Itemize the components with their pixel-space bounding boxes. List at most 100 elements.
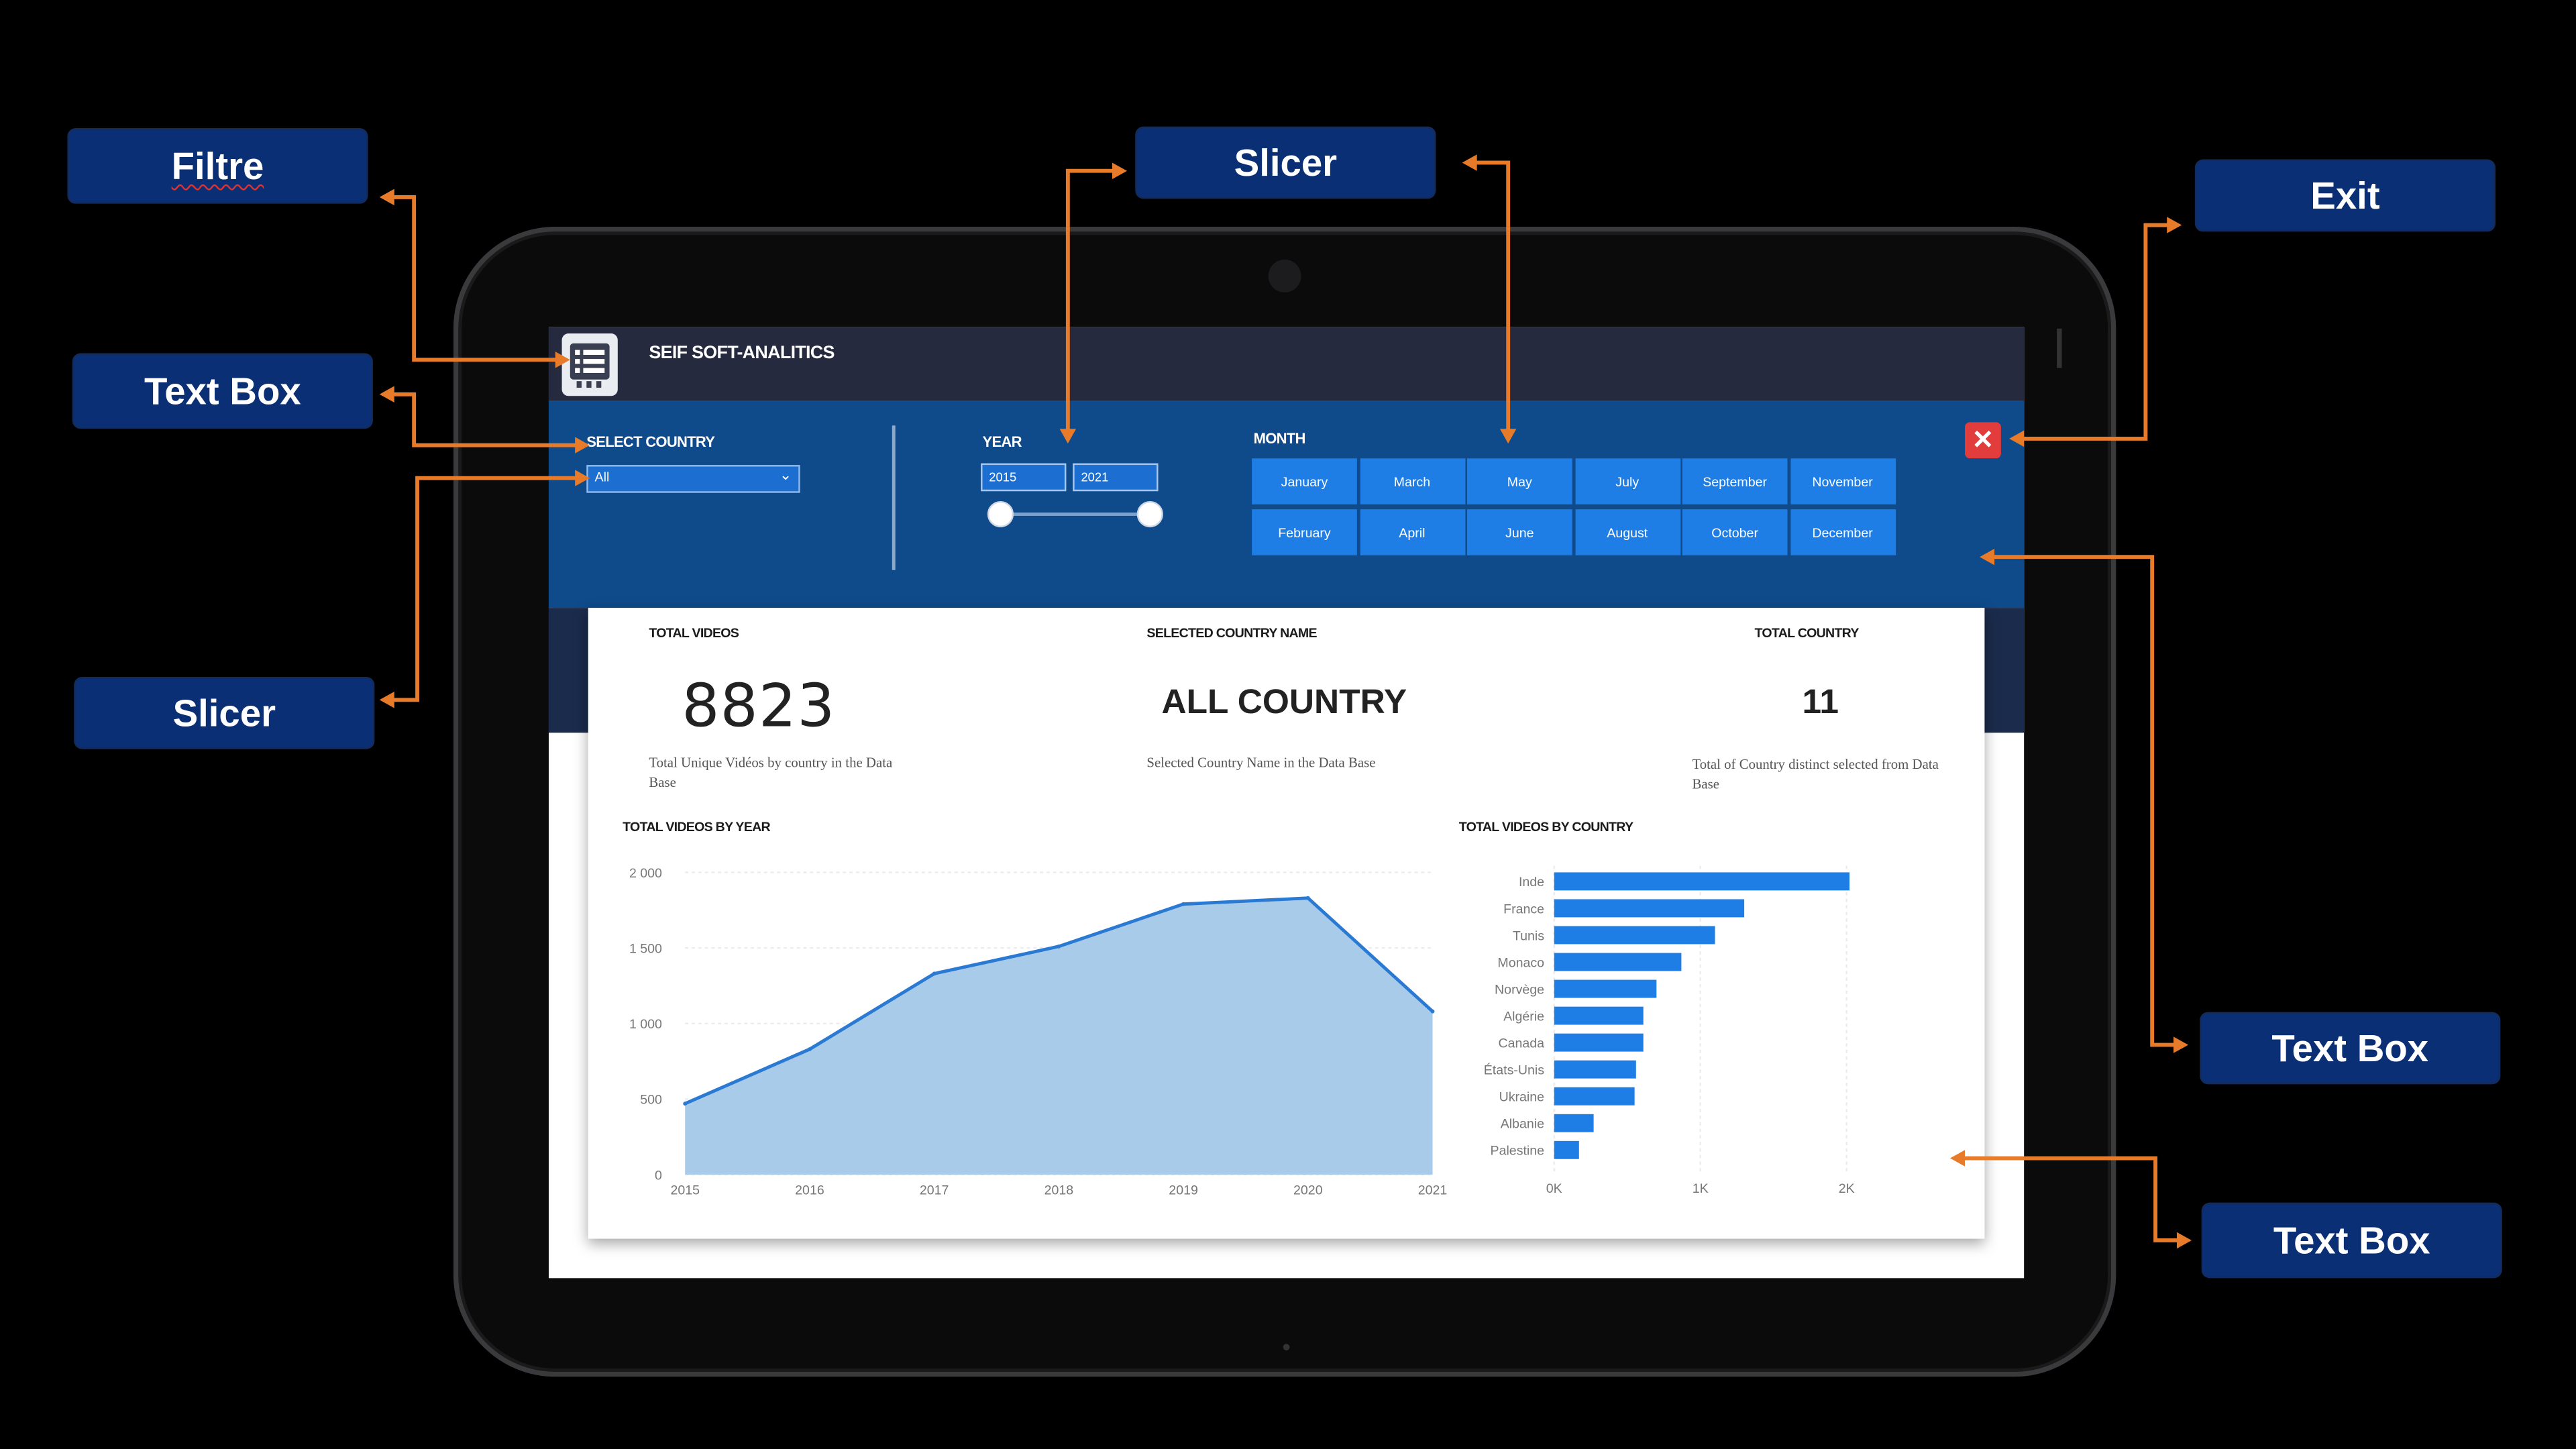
y-tick-label: 500	[640, 1093, 662, 1108]
list-icon[interactable]	[561, 333, 618, 396]
x-tick-label: 2016	[795, 1183, 824, 1197]
annotation-filtre: Filtre	[68, 129, 367, 203]
home-dot	[1283, 1344, 1290, 1351]
category-label: Inde	[1519, 875, 1544, 890]
category-label: Algérie	[1503, 1009, 1544, 1024]
arrowhead-icon-15	[1949, 1150, 1966, 1167]
month-button-july[interactable]: July	[1574, 458, 1680, 504]
y-tick-label: 1 000	[629, 1017, 662, 1032]
selected-country-description: Selected Country Name in the Data Base	[1146, 754, 1376, 771]
arrowhead-icon-7	[1059, 429, 1077, 444]
category-label: France	[1503, 902, 1544, 916]
selected-country-title: SELECTED COUNTRY NAME	[1146, 626, 1317, 641]
data-point-2016	[808, 1047, 812, 1051]
arrow-line-2	[389, 476, 580, 702]
month-button-february[interactable]: February	[1252, 509, 1357, 555]
month-label: MONTH	[1253, 430, 1306, 447]
year-from-input[interactable]: 2015	[981, 463, 1067, 492]
data-point-2017	[932, 971, 936, 976]
month-button-august[interactable]: August	[1574, 509, 1680, 555]
y-tick-label: 1 500	[629, 941, 662, 956]
bar-5	[1554, 1006, 1644, 1025]
app-title: SEIF SOFT-ANALITICS	[649, 343, 835, 364]
annotation-text-box-right-2: Text Box	[2203, 1204, 2501, 1277]
bar-3	[1554, 953, 1682, 971]
arrow-line-0	[389, 195, 561, 362]
data-point-2015	[683, 1102, 688, 1106]
filter-divider	[892, 425, 896, 570]
x-tick-label: 2021	[1418, 1183, 1448, 1197]
category-label: Tunis	[1513, 928, 1544, 943]
arrowhead-icon-10	[2167, 217, 2182, 233]
annotation-text-box-right-1: Text Box	[2201, 1014, 2499, 1083]
total-videos-title: TOTAL VIDEOS	[649, 626, 739, 641]
annotation-text-box-left: Text Box	[74, 354, 372, 427]
exit-button[interactable]: ✕	[1965, 422, 2001, 459]
x-tick-label: 2017	[920, 1183, 949, 1197]
arrowhead-icon-6	[1112, 162, 1128, 179]
data-point-2021	[1430, 1009, 1435, 1014]
bar-10	[1554, 1140, 1579, 1159]
arrowhead-icon-5	[575, 470, 590, 486]
month-button-january[interactable]: January	[1252, 458, 1357, 504]
month-button-april[interactable]: April	[1359, 509, 1465, 555]
month-button-march[interactable]: March	[1359, 458, 1465, 504]
year-to-input[interactable]: 2021	[1073, 463, 1159, 492]
month-button-november[interactable]: November	[1790, 458, 1895, 504]
month-button-may[interactable]: May	[1466, 458, 1572, 504]
arrowhead-icon-11	[2009, 430, 2025, 447]
bar-4	[1554, 979, 1657, 998]
bar-0	[1554, 872, 1850, 891]
arrowhead-icon-9	[1499, 429, 1517, 444]
month-button-december[interactable]: December	[1790, 509, 1895, 555]
x-tick-label: 2015	[670, 1183, 700, 1197]
annotation-slicer-top: Slicer	[1136, 128, 1434, 197]
close-icon: ✕	[1972, 427, 1994, 455]
filter-panel	[548, 400, 2025, 608]
x-tick-label: 2020	[1293, 1183, 1323, 1197]
content-card: TOTAL VIDEOS 8823 Total Unique Vidéos by…	[588, 608, 1985, 1239]
arrow-line-6	[1989, 555, 2179, 1047]
side-button	[2057, 328, 2062, 368]
dashboard-screen: SEIF SOFT-ANALITICS SELECT COUNTRY All ⌄…	[548, 327, 2025, 1279]
arrow-line-1	[389, 392, 580, 447]
bar-6	[1554, 1033, 1644, 1052]
bar-7	[1554, 1060, 1636, 1079]
bar-2	[1554, 926, 1715, 945]
arrowhead-icon-13	[1980, 548, 1995, 566]
bar-9	[1554, 1114, 1594, 1132]
arrowhead-icon-3	[575, 437, 590, 453]
y-tick-label: 0	[655, 1168, 662, 1183]
arrowhead-icon-8	[1462, 154, 1477, 171]
selected-country-value: ALL COUNTRY	[1161, 683, 1407, 722]
country-value: All	[594, 470, 610, 485]
country-chart-title: TOTAL VIDEOS BY COUNTRY	[1458, 820, 1633, 835]
data-point-2020	[1305, 896, 1310, 900]
total-country-description: Total of Country distinct selected from …	[1692, 755, 1939, 792]
year-slider-end-handle[interactable]	[1136, 500, 1163, 528]
x-tick-label: 2019	[1169, 1183, 1198, 1197]
bar-8	[1554, 1087, 1635, 1106]
bar-1	[1554, 899, 1745, 918]
month-button-june[interactable]: June	[1466, 509, 1572, 555]
category-label: Norvège	[1495, 982, 1544, 997]
category-label: Palestine	[1491, 1144, 1545, 1159]
arrowhead-icon-14	[2176, 1232, 2192, 1249]
x-tick-label: 1K	[1693, 1181, 1709, 1196]
month-button-september[interactable]: September	[1682, 458, 1788, 504]
total-country-title: TOTAL COUNTRY	[1754, 626, 1860, 641]
y-tick-label: 2 000	[629, 866, 662, 881]
total-videos-value: 8823	[682, 674, 836, 741]
videos-by-country-chart: 0K 1K 2K Inde France Tunis Monaco Norvège Algéri…	[1484, 865, 1855, 1196]
year-slider-track	[1000, 513, 1152, 516]
year-slider-start-handle[interactable]	[987, 500, 1014, 528]
arrowhead-icon-0	[379, 189, 394, 206]
x-tick-label: 0K	[1546, 1181, 1562, 1196]
year-chart-title: TOTAL VIDEOS BY YEAR	[623, 820, 770, 835]
videos-by-year-chart: 0 500 1 000 1 500 2 000 2015 2016 2017 2018 2019 2…	[629, 866, 1448, 1198]
arrowhead-icon-4	[379, 692, 394, 708]
area-fill	[685, 898, 1433, 1175]
arrow-line-7	[1960, 1156, 2182, 1242]
month-button-october[interactable]: October	[1682, 509, 1788, 555]
